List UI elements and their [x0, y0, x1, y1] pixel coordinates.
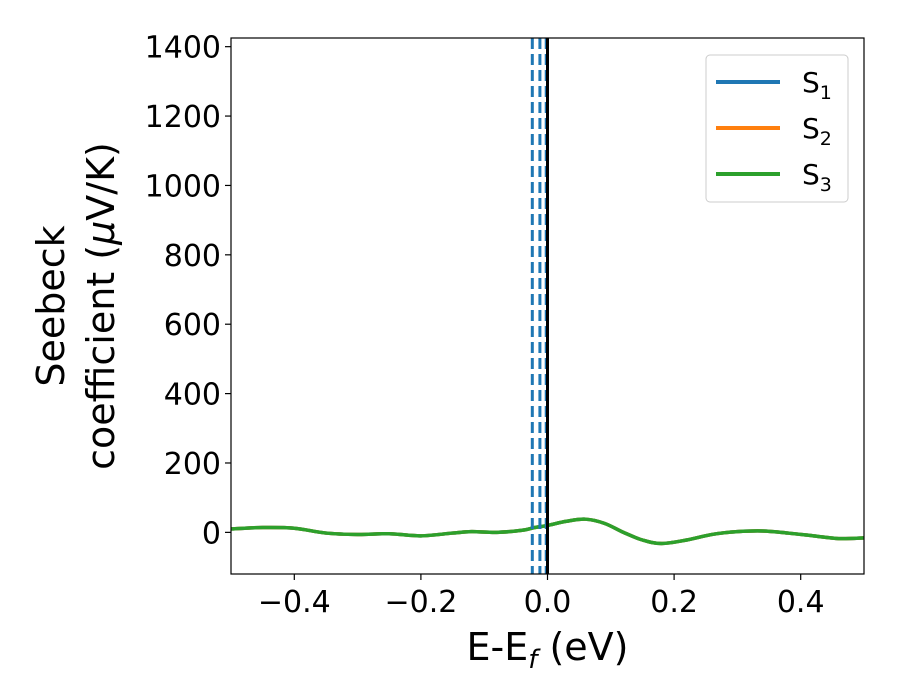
series-layer	[231, 517, 864, 546]
y-tick-label: 1200	[145, 100, 221, 135]
y-axis-title-pre: coefficient (	[79, 245, 123, 470]
y-tick-label: 800	[164, 239, 221, 274]
x-tick-label: −0.2	[384, 585, 457, 620]
y-tick-label: 600	[164, 308, 221, 343]
x-tick-label: 0.0	[524, 585, 572, 620]
x-axis-title-main: E-E	[467, 625, 529, 669]
x-tick-label: 0.4	[777, 585, 825, 620]
legend: S1 S2 S3	[705, 54, 849, 203]
y-axis-title-line1: Seebeck	[29, 225, 73, 386]
legend-label-S1: S1	[802, 66, 832, 104]
y-tick-label: 1000	[145, 169, 221, 204]
series-line-S3	[231, 517, 864, 546]
y-axis-title: Seebeck coefficient (μV/K)	[29, 142, 123, 470]
legend-label-S2: S2	[802, 112, 832, 150]
y-tick-label: 1400	[145, 31, 221, 66]
y-axis-ticks: 0 200 400 600 800 1000 1200 1400	[145, 31, 231, 551]
y-tick-label: 0	[202, 516, 221, 551]
x-tick-label: 0.2	[650, 585, 698, 620]
x-axis-title-unit: (eV)	[537, 625, 628, 669]
x-axis-ticks: −0.4 −0.2 0.0 0.2 0.4	[258, 574, 825, 620]
y-axis-title-post: V/K)	[79, 142, 123, 221]
x-tick-label: −0.4	[258, 585, 331, 620]
y-axis-title-line2: coefficient (μV/K)	[79, 142, 123, 470]
legend-label-S3: S3	[802, 158, 832, 196]
x-axis-title: E-Ef (eV)	[467, 625, 629, 675]
vline-layer	[530, 38, 549, 574]
y-tick-label: 400	[164, 378, 221, 413]
y-axis-title-mu: μ	[79, 221, 123, 246]
y-tick-label: 200	[164, 447, 221, 482]
